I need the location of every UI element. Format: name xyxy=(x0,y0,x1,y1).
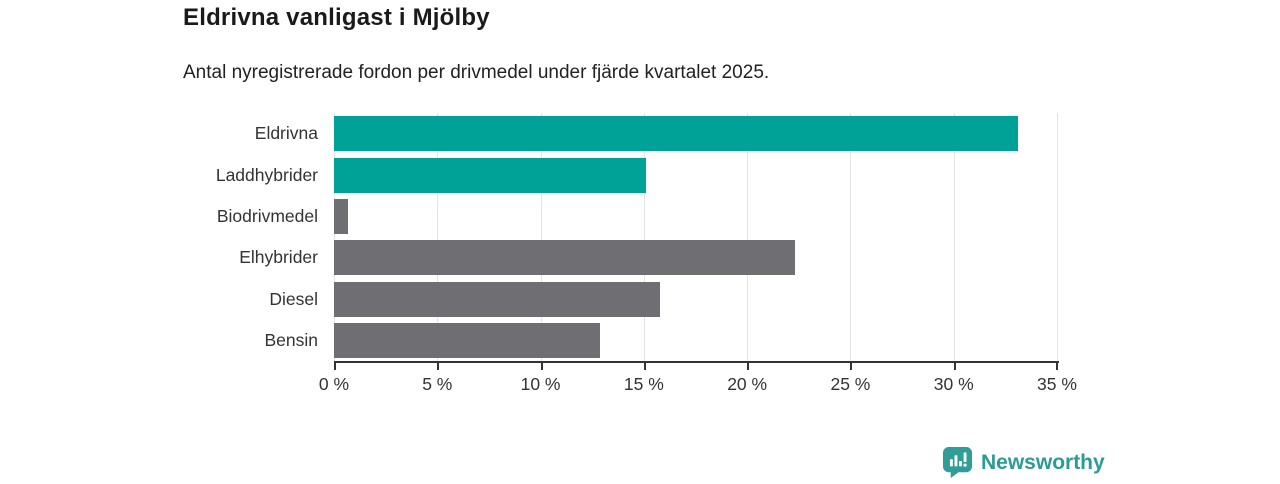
axis-tick-label: 35 % xyxy=(1037,374,1077,394)
axis-tick xyxy=(953,361,956,370)
gridline xyxy=(540,113,542,361)
axis-tick xyxy=(540,361,543,370)
gridline xyxy=(437,113,439,361)
axis-tick-label: 15 % xyxy=(623,374,664,394)
category-label: Eldrivna xyxy=(254,123,318,144)
plot-area xyxy=(334,113,1058,361)
newsworthy-logo-link[interactable]: Newsworthy xyxy=(942,446,1105,479)
axis-tick-label: 20 % xyxy=(727,374,768,394)
category-axis: Eldrivna Laddhybrider Biodrivmedel Elhybrid… xyxy=(170,113,318,361)
bar-chart-badge-icon xyxy=(942,446,973,479)
axis-tick-label: 25 % xyxy=(830,374,871,394)
axis-tick xyxy=(747,361,750,370)
newsworthy-wordmark: Newsworthy xyxy=(981,450,1105,474)
bar-elhybrider xyxy=(334,240,795,276)
gridline xyxy=(747,113,749,361)
chart-title: Eldrivna vanligast i Mjölby xyxy=(183,4,490,31)
gridline xyxy=(1057,113,1058,361)
chart-subtitle: Antal nyregistrerade fordon per drivmede… xyxy=(183,62,770,83)
axis-tick-label: 10 % xyxy=(520,374,561,394)
category-label: Biodrivmedel xyxy=(216,205,318,226)
category-label: Diesel xyxy=(269,288,318,309)
value-axis: 0 % 5 % 10 % 15 % 20 % 25 % 30 % 35 % xyxy=(319,361,1077,401)
category-label: Laddhybrider xyxy=(215,164,318,185)
axis-tick-label: 30 % xyxy=(933,374,974,394)
bar-laddhybrider xyxy=(334,157,646,193)
axis-tick xyxy=(437,361,440,370)
bar-biodrivmedel xyxy=(334,198,349,234)
axis-tick-label: 5 % xyxy=(422,374,453,394)
axis-tick xyxy=(643,361,646,370)
gridline xyxy=(953,113,955,361)
gridline xyxy=(643,113,645,361)
bar-eldrivna xyxy=(334,116,1018,152)
axis-tick xyxy=(334,361,336,370)
axis-tick xyxy=(1056,361,1058,370)
gridline xyxy=(334,113,335,361)
category-label: Elhybrider xyxy=(239,247,318,268)
axis-line xyxy=(334,361,1059,363)
bar-diesel xyxy=(334,281,661,317)
axis-tick xyxy=(850,361,853,370)
axis-tick-label: 0 % xyxy=(318,374,350,394)
bar-bensin xyxy=(334,322,601,358)
gridline xyxy=(850,113,852,361)
category-label: Bensin xyxy=(264,329,318,350)
